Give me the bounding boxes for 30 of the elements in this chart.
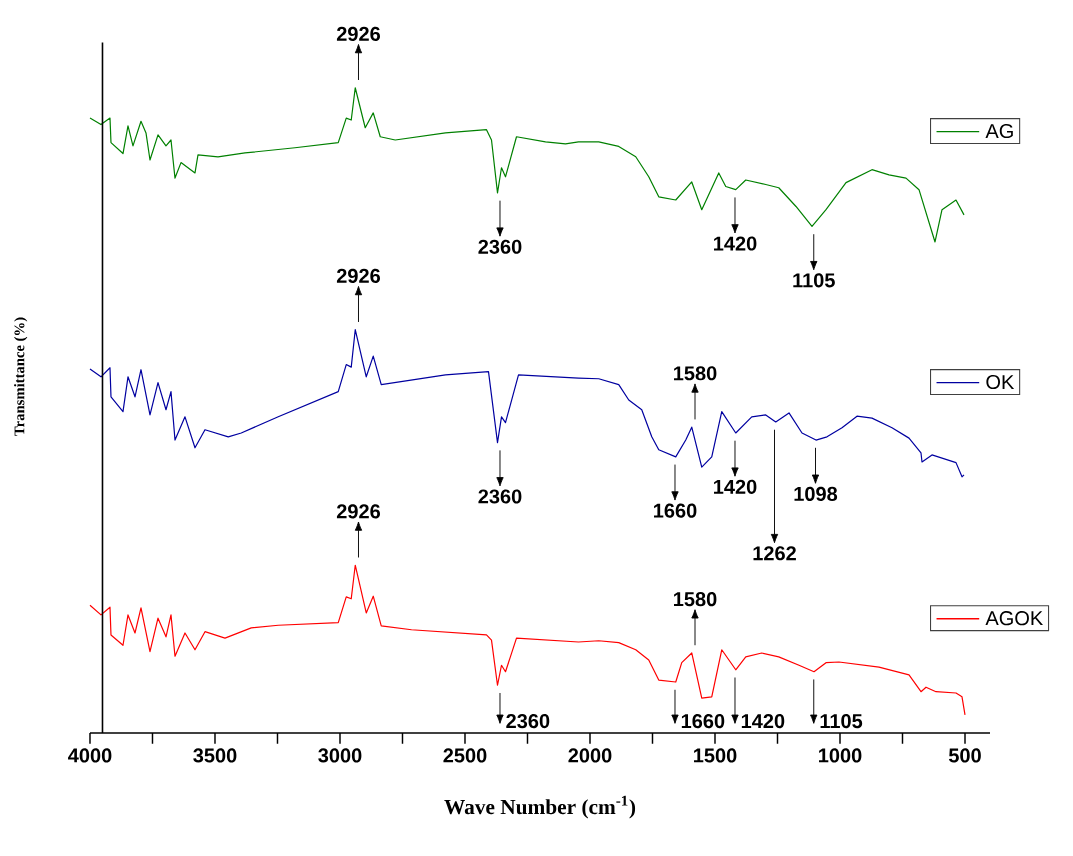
annotation: 2360 — [506, 713, 550, 729]
x-tick-label: 1000 — [819, 748, 862, 763]
x-tick-label: 3500 — [193, 748, 237, 763]
y-axis-title: Transmittance (%) — [14, 317, 28, 436]
annotation: 1098 — [794, 486, 838, 501]
annotation: 1105 — [793, 273, 835, 288]
annotation: 2926 — [336, 504, 380, 519]
x-tick-label: 500 — [948, 748, 981, 763]
annotation: 2360 — [478, 489, 522, 504]
annotation: 1420 — [741, 714, 785, 729]
legend-label: AG — [985, 123, 1013, 139]
x-axis-title: Wave Number (cm$^{-1}$) — [444, 795, 636, 819]
annotation: 1580 — [674, 592, 717, 607]
legend-label: OK — [986, 374, 1015, 390]
annotation: 2360 — [478, 239, 522, 254]
annotation: 2926 — [336, 26, 380, 41]
annotation: 1262 — [753, 546, 796, 561]
annotation: 1105 — [820, 714, 863, 729]
x-tick-label: 2500 — [443, 748, 487, 763]
annotation: 1420 — [714, 236, 757, 251]
x-tick-label: 3000 — [318, 748, 362, 763]
annotation: 1660 — [681, 714, 725, 729]
legend-label: AGOK — [985, 611, 1043, 626]
annotation: 1660 — [654, 503, 697, 518]
annotation: 1420 — [714, 479, 757, 494]
annotation: 1580 — [674, 366, 717, 381]
x-tick-label: 4000 — [68, 748, 112, 763]
x-tick-label: 1500 — [694, 748, 737, 763]
annotation: 2926 — [336, 268, 380, 283]
x-tick-label: 2000 — [568, 748, 612, 763]
